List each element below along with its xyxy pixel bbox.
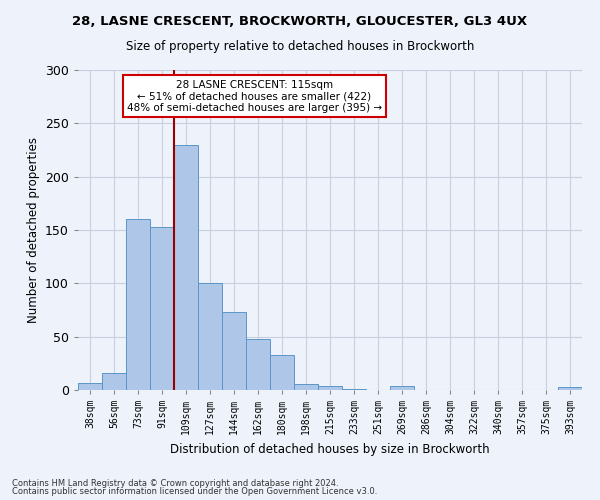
Bar [294, 384, 318, 390]
Text: Size of property relative to detached houses in Brockworth: Size of property relative to detached ho… [126, 40, 474, 53]
Bar [126, 220, 150, 390]
Text: 28 LASNE CRESCENT: 115sqm
← 51% of detached houses are smaller (422)
48% of semi: 28 LASNE CRESCENT: 115sqm ← 51% of detac… [127, 80, 382, 113]
Bar [246, 339, 270, 390]
Text: Contains HM Land Registry data © Crown copyright and database right 2024.: Contains HM Land Registry data © Crown c… [12, 478, 338, 488]
Bar [102, 373, 126, 390]
Bar [222, 312, 246, 390]
Bar [390, 386, 414, 390]
Text: 28, LASNE CRESCENT, BROCKWORTH, GLOUCESTER, GL3 4UX: 28, LASNE CRESCENT, BROCKWORTH, GLOUCEST… [73, 15, 527, 28]
Bar [174, 144, 198, 390]
Y-axis label: Number of detached properties: Number of detached properties [26, 137, 40, 323]
X-axis label: Distribution of detached houses by size in Brockworth: Distribution of detached houses by size … [170, 442, 490, 456]
Bar [150, 227, 174, 390]
Text: Contains public sector information licensed under the Open Government Licence v3: Contains public sector information licen… [12, 487, 377, 496]
Bar [318, 386, 342, 390]
Bar [198, 284, 222, 390]
Bar [558, 387, 582, 390]
Bar [342, 389, 366, 390]
Bar [78, 382, 102, 390]
Bar [270, 355, 294, 390]
